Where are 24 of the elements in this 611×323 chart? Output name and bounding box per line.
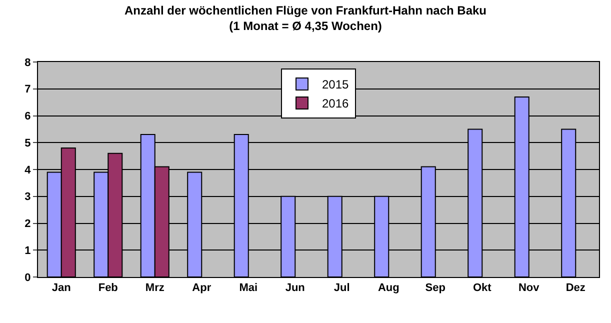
x-tick-label: Nov — [518, 282, 540, 294]
legend-label: 2015 — [322, 78, 350, 92]
x-tick-label: Sep — [425, 282, 446, 294]
x-tick-label: Feb — [98, 282, 118, 294]
y-tick-label: 5 — [24, 137, 31, 150]
x-tick-label: Jun — [285, 282, 306, 294]
x-tick-label: Mai — [239, 282, 258, 294]
x-tick-label: Aug — [378, 282, 400, 294]
x-tick-label: Jul — [334, 282, 350, 294]
y-tick-label: 4 — [24, 164, 32, 176]
y-tick-label: 7 — [24, 84, 31, 96]
y-tick-label: 6 — [24, 110, 31, 123]
x-tick-label: Jan — [52, 282, 72, 294]
y-tick-label: 2 — [24, 218, 31, 230]
y-tick-label: 3 — [24, 191, 31, 204]
x-tick-label: Mrz — [145, 282, 165, 294]
y-tick-label: 1 — [24, 244, 31, 257]
chart-title: Anzahl der wöchentlichen Flüge von Frankfurt-Hahn nach Baku (1 Monat = Ø 4,35 Wochen) — [124, 4, 487, 34]
x-tick-label: Dez — [566, 282, 586, 294]
x-tick-label: Apr — [192, 282, 212, 294]
y-tick-label: 0 — [24, 272, 31, 284]
y-tick-label: 8 — [24, 56, 31, 69]
x-tick-label: Okt — [472, 282, 492, 294]
legend-label: 2016 — [322, 96, 350, 111]
